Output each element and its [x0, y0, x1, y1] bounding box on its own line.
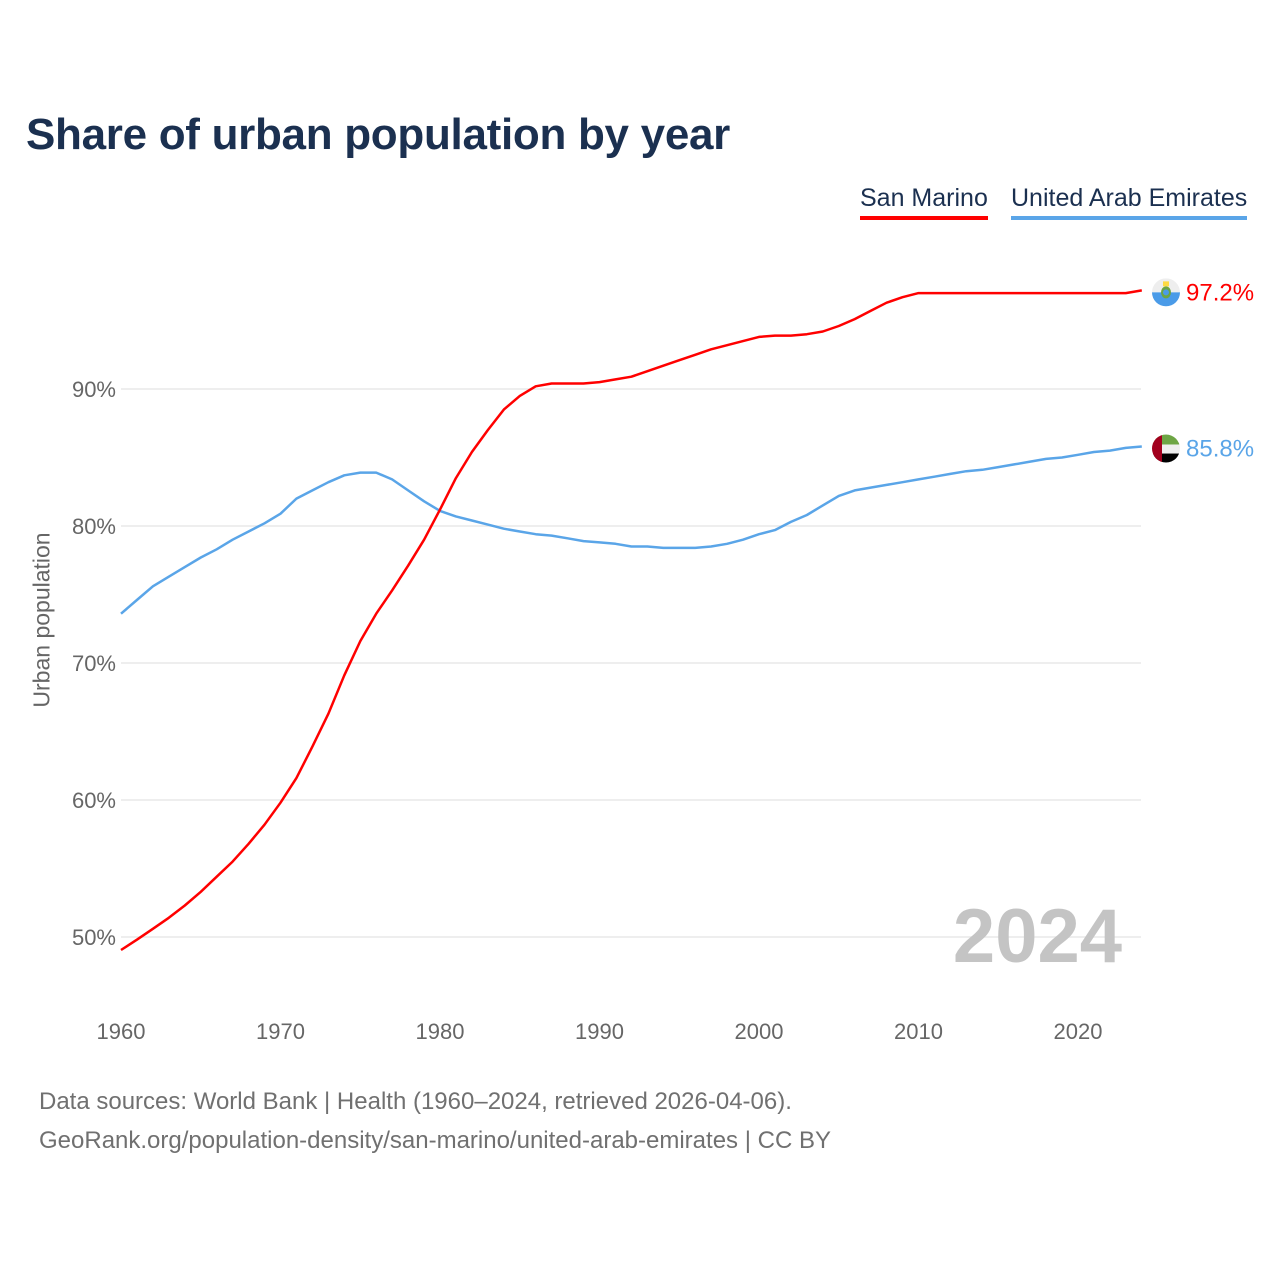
y-tick-label: 80% [72, 514, 116, 539]
x-tick-label: 2010 [894, 1019, 943, 1044]
x-tick-label: 1990 [575, 1019, 624, 1044]
flag-stripe-green [1152, 434, 1180, 445]
san-marino-flag-icon [1152, 278, 1180, 307]
flag-stripe-white [1152, 444, 1180, 454]
x-tick-label: 1970 [256, 1019, 305, 1044]
legend-san-marino[interactable]: San Marino [860, 184, 988, 220]
y-tick-label: 50% [72, 925, 116, 950]
end-value-label: 97.2% [1186, 279, 1254, 306]
series-line-san-marino [120, 289, 1143, 952]
current-year-watermark: 2024 [952, 894, 1122, 979]
x-tick-label: 1980 [416, 1019, 465, 1044]
chart-title: Share of urban population by year [26, 110, 730, 159]
x-tick-label: 2000 [735, 1019, 784, 1044]
flag-stripe-black [1152, 453, 1180, 463]
flag-body [1152, 278, 1180, 307]
source-url: GeoRank.org/population-density/san-marin… [39, 1127, 831, 1154]
y-tick-label: 60% [72, 788, 116, 813]
flag-body [1152, 434, 1180, 463]
flag-crown [1163, 281, 1169, 287]
flag-band-red [1152, 434, 1162, 463]
y-tick-label: 70% [72, 651, 116, 676]
legend-united-arab-emirates[interactable]: United Arab Emirates [1011, 184, 1248, 220]
y-tick-label: 90% [72, 377, 116, 402]
x-tick-label: 2020 [1054, 1019, 1103, 1044]
data-sources: Data sources: World Bank | Health (1960–… [39, 1088, 792, 1115]
uae-flag-icon [1152, 434, 1180, 463]
flag-stripe-blue [1152, 292, 1180, 307]
series-line-united-arab-emirates [120, 445, 1142, 615]
x-tick-label: 1960 [97, 1019, 146, 1044]
end-value-label: 85.8% [1186, 436, 1254, 463]
flag-emblem-center [1163, 289, 1169, 296]
